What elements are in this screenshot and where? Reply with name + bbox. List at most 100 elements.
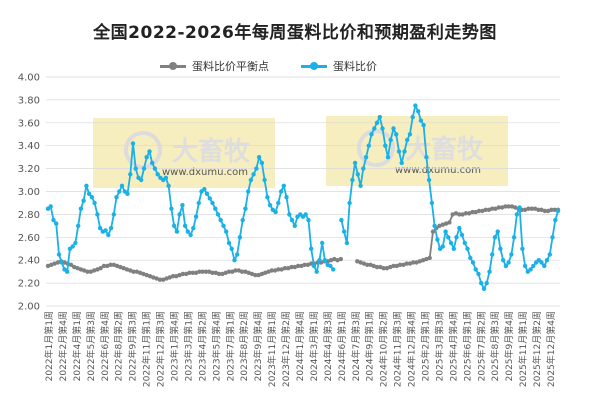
data-point (470, 209, 475, 215)
data-point (520, 246, 525, 251)
data-point (106, 232, 111, 238)
data-point (499, 205, 505, 210)
x-tick-label-3: 2022年5月第3周 (85, 311, 97, 381)
data-point (476, 208, 482, 214)
data-point (119, 183, 125, 188)
data-point (532, 206, 538, 211)
data-point (339, 217, 344, 223)
data-point (344, 240, 350, 246)
data-point (49, 262, 54, 267)
data-point (522, 207, 528, 212)
data-point (366, 143, 371, 148)
data-point (394, 132, 399, 137)
data-point (70, 244, 75, 249)
data-point (509, 252, 514, 257)
data-point (402, 149, 407, 154)
data-point (493, 206, 498, 211)
x-tick-label-26: 2024年12月第4周 (406, 311, 418, 387)
data-point (305, 262, 311, 267)
data-point (202, 187, 207, 192)
data-point (429, 200, 435, 206)
data-point (259, 271, 265, 277)
data-point (185, 229, 190, 234)
data-point (492, 235, 498, 240)
data-point (166, 183, 171, 188)
x-tick-label-12: 2023年5月第4周 (210, 311, 222, 381)
data-point (89, 195, 95, 200)
data-point (111, 212, 117, 217)
data-point (404, 261, 409, 266)
data-point (125, 191, 130, 196)
data-point (460, 212, 465, 217)
data-point (358, 183, 363, 188)
data-point (284, 195, 289, 200)
x-tick-label-30: 2025年6月第1周 (461, 311, 473, 381)
data-point (476, 271, 481, 277)
data-point (223, 270, 228, 275)
data-point (462, 240, 467, 246)
x-tick-label-7: 2022年11月第1周 (141, 311, 153, 387)
data-point (542, 208, 547, 214)
legend: 蛋料比价平衡点 蛋料比价 (160, 58, 377, 74)
x-tick-label-22: 2024年7月第3周 (350, 311, 362, 381)
data-point (526, 206, 531, 211)
data-point (467, 211, 472, 216)
data-point (388, 137, 393, 143)
data-point (347, 200, 352, 206)
y-tick-label-7: 3.40 (18, 141, 40, 152)
data-point (84, 183, 89, 188)
data-point (276, 200, 281, 206)
data-point (188, 232, 193, 238)
x-tick-label-6: 2022年9月第3周 (127, 311, 139, 381)
data-point (361, 261, 367, 266)
data-point (536, 207, 541, 212)
data-point (391, 263, 396, 269)
data-point (531, 263, 536, 269)
data-point (213, 270, 218, 275)
x-tick-label-25: 2024年11月第3周 (392, 311, 404, 387)
data-point (289, 264, 294, 270)
data-point (210, 200, 215, 206)
series-points-0 (45, 204, 561, 282)
data-point (528, 267, 533, 272)
data-point (417, 259, 422, 264)
data-point (539, 260, 544, 265)
data-point (278, 189, 284, 194)
data-point (114, 263, 120, 269)
data-point (152, 166, 158, 171)
data-point (237, 235, 243, 240)
data-point (232, 258, 237, 263)
data-point (256, 272, 261, 278)
data-point (75, 266, 80, 271)
data-point (378, 264, 383, 270)
data-point (295, 263, 301, 269)
data-point (539, 207, 544, 212)
data-point (128, 172, 133, 177)
data-point (281, 183, 286, 188)
data-point (282, 266, 288, 271)
data-point (226, 240, 232, 246)
data-point (134, 269, 139, 274)
data-point (501, 258, 506, 263)
data-point (196, 200, 201, 206)
data-point (311, 263, 317, 269)
data-point (424, 256, 429, 262)
data-point (358, 260, 363, 265)
watermark-url-1: www.dxumu.com (395, 165, 481, 176)
data-point (374, 264, 380, 270)
data-point (397, 262, 403, 267)
data-point (498, 246, 503, 251)
data-point (207, 269, 212, 274)
data-point (447, 220, 452, 225)
data-point (544, 258, 550, 263)
data-point (450, 212, 455, 217)
y-tick-label-0: 2.00 (18, 302, 40, 313)
data-point (144, 272, 149, 278)
data-point (506, 260, 511, 265)
data-point (163, 175, 169, 180)
data-point (54, 221, 59, 226)
data-point (407, 261, 413, 266)
data-point (503, 263, 509, 269)
data-point (303, 212, 308, 217)
data-point (292, 264, 297, 270)
